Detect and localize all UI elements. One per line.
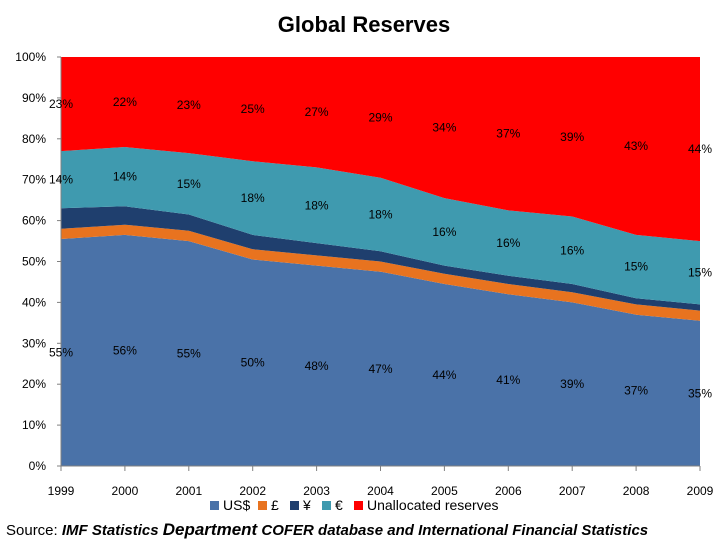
data-label-us-: 48%: [305, 359, 329, 373]
legend-swatch: [258, 501, 267, 510]
source-note: Source: IMF Statistics Department COFER …: [6, 520, 648, 540]
x-tick-label: 2005: [431, 484, 458, 498]
legend-swatch: [290, 501, 299, 510]
data-label-unallocated-reserves: 27%: [305, 105, 329, 119]
source-part1: IMF Statistics: [61, 522, 163, 539]
y-tick-label: 50%: [22, 255, 46, 269]
source-part2: Department: [162, 520, 258, 539]
legend-label: Unallocated reserves: [367, 497, 499, 513]
data-label-us-: 39%: [560, 377, 584, 391]
data-label-unallocated-reserves: 34%: [432, 121, 456, 135]
data-label-us-: 35%: [688, 386, 712, 400]
data-label-unallocated-reserves: 37%: [496, 127, 520, 141]
data-label--: 14%: [49, 173, 73, 187]
data-label--: 15%: [624, 260, 648, 274]
y-tick-label: 30%: [22, 336, 46, 350]
data-label-unallocated-reserves: 23%: [177, 98, 201, 112]
legend-label: €: [335, 497, 343, 513]
x-tick-label: 2006: [495, 484, 522, 498]
data-label--: 16%: [496, 236, 520, 250]
data-label-us-: 47%: [368, 362, 392, 376]
legend-label: US$: [223, 497, 250, 513]
data-label--: 15%: [177, 177, 201, 191]
data-label--: 15%: [688, 266, 712, 280]
x-tick-label: 2009: [687, 484, 714, 498]
legend: US$ £ ¥ € Unallocated reserves: [210, 497, 499, 513]
y-tick-label: 60%: [22, 214, 46, 228]
data-label--: 18%: [305, 198, 329, 212]
x-tick-label: 2000: [112, 484, 139, 498]
x-tick-label: 2004: [367, 484, 394, 498]
legend-label: £: [271, 497, 279, 513]
data-label-unallocated-reserves: 22%: [113, 95, 137, 109]
x-tick-label: 1999: [48, 484, 75, 498]
plot-areas: [61, 57, 700, 466]
legend-label: ¥: [302, 497, 311, 513]
data-label-us-: 44%: [432, 368, 456, 382]
area--: [61, 224, 700, 321]
data-label--: 14%: [113, 170, 137, 184]
data-labels: 55% 56% 55% 50% 48% 47% 44% 41% 39% 37% 35% 14% 14% 1…: [49, 95, 712, 400]
data-label-unallocated-reserves: 29%: [368, 110, 392, 124]
source-prefix: Source:: [6, 522, 62, 539]
data-label--: 16%: [560, 243, 584, 257]
source-part3: COFER database and International Financi…: [257, 522, 649, 539]
y-tick-label: 100%: [15, 50, 46, 64]
data-label-us-: 41%: [496, 373, 520, 387]
y-tick-label: 0%: [29, 459, 47, 473]
y-tick-label: 20%: [22, 377, 46, 391]
chart: Global Reserves 0% 10% 20% 30% 40% 50% 60% 70% 8…: [15, 12, 713, 513]
data-label-unallocated-reserves: 44%: [688, 142, 712, 156]
data-label-us-: 50%: [241, 356, 265, 370]
data-label-unallocated-reserves: 43%: [624, 139, 648, 153]
legend-swatch: [210, 501, 219, 510]
data-label--: 18%: [241, 191, 265, 205]
data-label-us-: 37%: [624, 383, 648, 397]
axes: 0% 10% 20% 30% 40% 50% 60% 70% 80% 90% 100% 1999 200…: [15, 50, 713, 498]
area-us-: [61, 234, 700, 466]
y-tick-label: 80%: [22, 132, 46, 146]
x-tick-label: 2002: [239, 484, 266, 498]
data-label--: 16%: [432, 225, 456, 239]
data-label-unallocated-reserves: 23%: [49, 97, 73, 111]
chart-title: Global Reserves: [278, 12, 450, 37]
x-tick-label: 2008: [623, 484, 650, 498]
y-tick-label: 90%: [22, 91, 46, 105]
area-unallocated-reserves: [61, 57, 700, 242]
legend-swatch: [322, 501, 331, 510]
y-tick-label: 40%: [22, 295, 46, 309]
y-tick-label: 70%: [22, 173, 46, 187]
data-label--: 18%: [368, 207, 392, 221]
y-tick-label: 10%: [22, 418, 46, 432]
data-label-us-: 55%: [177, 347, 201, 361]
x-tick-label: 2003: [303, 484, 330, 498]
data-label-unallocated-reserves: 25%: [241, 102, 265, 116]
data-label-us-: 55%: [49, 346, 73, 360]
data-label-unallocated-reserves: 39%: [560, 130, 584, 144]
x-tick-label: 2001: [175, 484, 202, 498]
legend-swatch: [354, 501, 363, 510]
data-label-us-: 56%: [113, 343, 137, 357]
area--: [61, 206, 700, 311]
x-tick-label: 2007: [559, 484, 586, 498]
area--: [61, 147, 700, 305]
